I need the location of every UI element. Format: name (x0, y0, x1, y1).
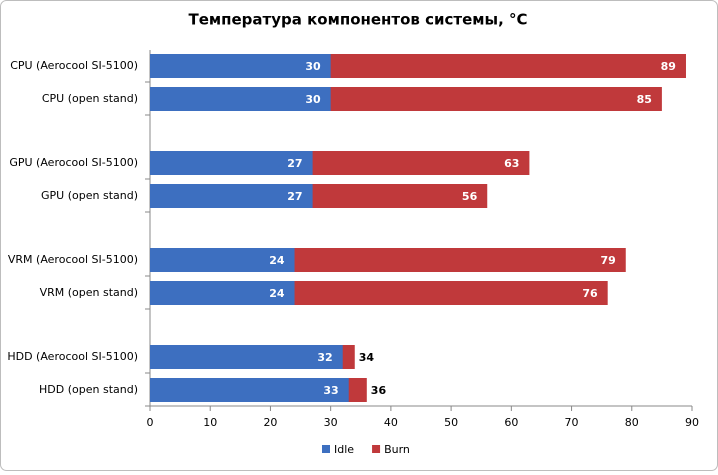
x-tick-label: 30 (324, 416, 338, 429)
value-label: 56 (462, 190, 478, 203)
bar-idle (150, 151, 313, 175)
x-tick-label: 50 (444, 416, 458, 429)
x-tick-label: 70 (565, 416, 579, 429)
value-label: 30 (305, 93, 321, 106)
value-label: 63 (504, 157, 519, 170)
y-tick-label: VRM (open stand) (40, 286, 138, 299)
value-label: 32 (317, 351, 332, 364)
bar-idle (150, 248, 295, 272)
value-label: 30 (305, 60, 321, 73)
bar-idle (150, 54, 331, 78)
bar-idle (150, 184, 313, 208)
legend-label: Idle (334, 443, 354, 456)
value-label: 85 (637, 93, 652, 106)
value-label: 79 (600, 254, 615, 267)
value-label: 34 (359, 351, 375, 364)
value-label: 27 (287, 157, 302, 170)
x-tick-label: 0 (147, 416, 154, 429)
y-tick-label: VRM (Aerocool SI-5100) (8, 253, 138, 266)
x-tick-label: 90 (685, 416, 699, 429)
y-tick-label: HDD (Aerocool SI-5100) (7, 350, 138, 363)
legend-swatch (372, 445, 381, 453)
x-tick-label: 80 (625, 416, 639, 429)
y-tick-label: HDD (open stand) (39, 383, 138, 396)
x-tick-label: 60 (504, 416, 518, 429)
y-tick-label: GPU (open stand) (41, 189, 138, 202)
legend-swatch (322, 445, 330, 453)
bar-idle (150, 281, 295, 305)
value-label: 24 (269, 254, 285, 267)
x-tick-label: 40 (384, 416, 398, 429)
y-tick-label: CPU (Aerocool SI-5100) (10, 59, 138, 72)
value-label: 36 (371, 384, 387, 397)
value-label: 76 (582, 287, 598, 300)
legend-label: Burn (384, 443, 410, 456)
value-label: 24 (269, 287, 285, 300)
x-tick-label: 10 (203, 416, 217, 429)
bar-idle (150, 345, 343, 369)
bar-idle (150, 378, 349, 402)
value-label: 33 (323, 384, 338, 397)
bar-idle (150, 87, 331, 111)
value-label: 27 (287, 190, 302, 203)
chart-title: Температура компонентов системы, °C (188, 11, 527, 29)
value-label: 89 (661, 60, 676, 73)
x-tick-label: 20 (263, 416, 277, 429)
y-tick-label: CPU (open stand) (42, 92, 138, 105)
y-tick-label: GPU (Aerocool SI-5100) (9, 156, 138, 169)
